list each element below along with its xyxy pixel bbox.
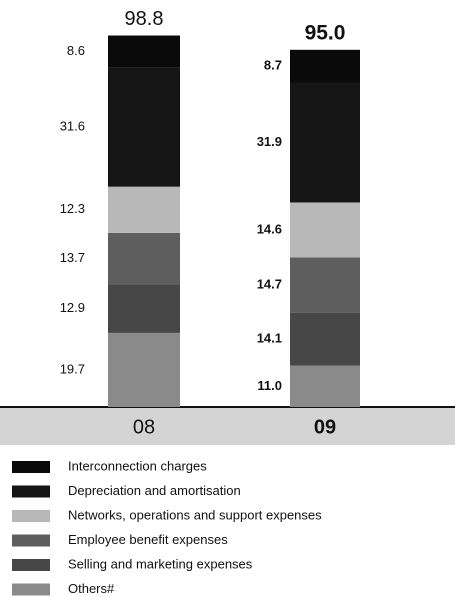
value-label: 19.7 <box>60 361 85 376</box>
bar-segment <box>108 232 180 285</box>
bar-segment <box>108 186 180 233</box>
bar-segment <box>108 284 180 333</box>
legend-swatch <box>12 534 50 547</box>
category-band <box>0 407 455 445</box>
legend-label: Networks, operations and support expense… <box>68 507 322 522</box>
bar-segment <box>290 82 360 203</box>
value-label: 14.6 <box>257 221 282 236</box>
legend-swatch <box>12 485 50 498</box>
legend-label: Interconnection charges <box>68 458 207 473</box>
legend-swatch <box>12 510 50 522</box>
value-label: 11.0 <box>257 378 282 393</box>
value-label: 31.6 <box>60 119 85 134</box>
x-tick-label: 09 <box>314 416 336 438</box>
bar-segment <box>290 312 360 366</box>
value-label: 14.1 <box>257 331 282 346</box>
value-label: 12.9 <box>60 300 85 315</box>
legend-label: Depreciation and amortisation <box>68 483 241 498</box>
value-label: 8.6 <box>67 43 85 58</box>
bar-segment <box>108 67 180 187</box>
total-label: 98.8 <box>125 8 164 30</box>
bar-segment <box>290 365 360 407</box>
bar-segment <box>290 49 360 83</box>
value-label: 8.7 <box>264 58 282 73</box>
total-label: 95.0 <box>305 21 346 44</box>
legend-label: Selling and marketing expenses <box>68 556 253 571</box>
bar-segment <box>290 202 360 258</box>
value-label: 13.7 <box>60 250 85 265</box>
bar-segment <box>290 257 360 313</box>
value-label: 14.7 <box>257 276 282 291</box>
legend-label: Employee benefit expenses <box>68 532 228 547</box>
legend-swatch <box>12 461 50 473</box>
value-label: 31.9 <box>257 134 282 149</box>
bar-segment <box>108 332 180 407</box>
legend-label: Others# <box>68 581 115 596</box>
value-label: 12.3 <box>60 201 85 216</box>
legend-swatch <box>12 583 50 596</box>
legend-swatch <box>12 559 50 571</box>
bar-segment <box>108 35 180 68</box>
x-tick-label: 08 <box>133 416 155 438</box>
